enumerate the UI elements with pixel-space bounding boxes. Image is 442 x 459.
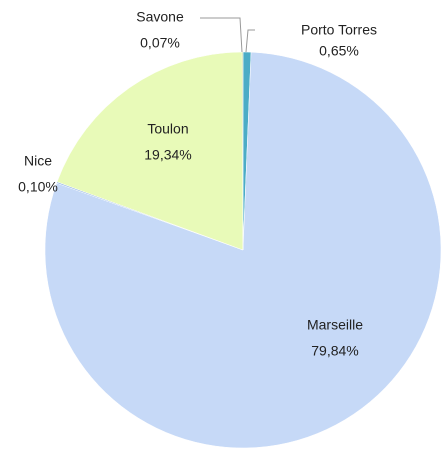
slice-label: Porto Torres bbox=[301, 22, 377, 38]
pie-slice bbox=[241, 51, 244, 251]
slice-label: Nice bbox=[24, 153, 52, 169]
leader-line bbox=[200, 17, 243, 53]
slice-label: Toulon bbox=[147, 121, 188, 137]
pie-slice bbox=[56, 51, 244, 251]
slice-label: Savone bbox=[136, 9, 184, 25]
slice-label: Marseille bbox=[307, 317, 363, 333]
slice-value-label: 0,07% bbox=[140, 35, 180, 51]
slice-value-label: 79,84% bbox=[311, 343, 358, 359]
slice-value-label: 0,10% bbox=[18, 179, 58, 195]
leader-line bbox=[245, 29, 255, 53]
slice-value-label: 0,65% bbox=[319, 43, 359, 59]
slice-value-label: 19,34% bbox=[144, 147, 191, 163]
